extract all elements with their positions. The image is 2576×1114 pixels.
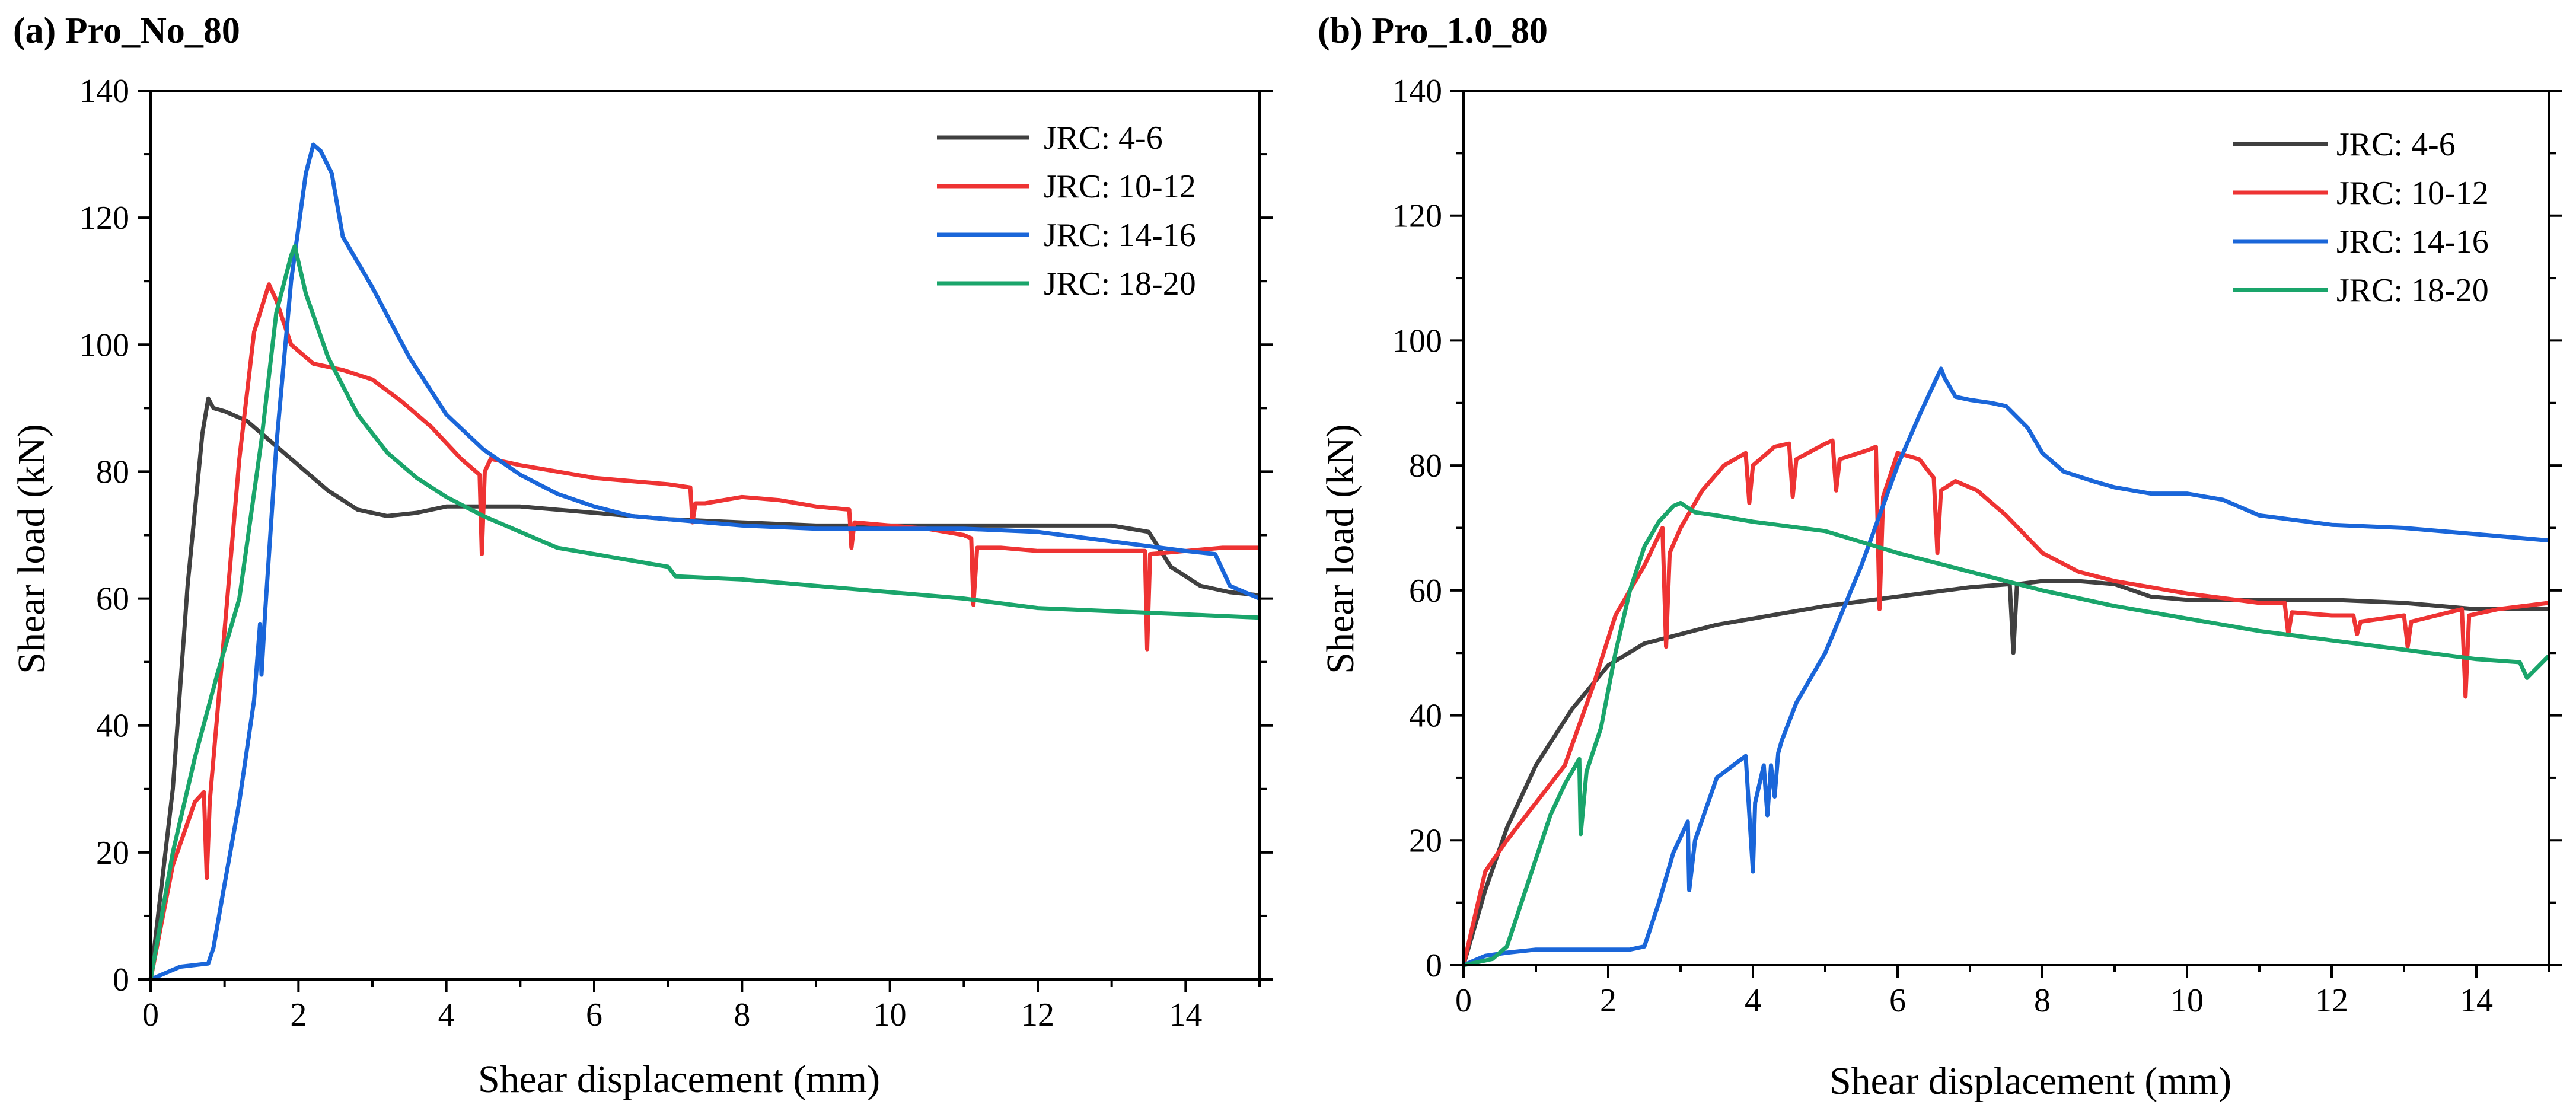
panel-a-x-tick-label: 8 — [734, 997, 750, 1033]
panel-b: (b) Pro_1.0_80 Shear displacement (mm) S… — [1318, 11, 2562, 1103]
panel-b-title: (b) Pro_1.0_80 — [1318, 11, 1548, 51]
panel-b-y-tick-label: 40 — [1409, 698, 1442, 735]
panel-a-x-tick-label: 0 — [142, 997, 159, 1033]
panel-b-legend-label-3: JRC: 14-16 — [2336, 224, 2489, 260]
panel-a-x-axis-title: Shear displacement (mm) — [478, 1058, 880, 1101]
panel-a-legend-label-3: JRC: 14-16 — [1044, 217, 1196, 254]
panel-b-x-tick-label: 8 — [2034, 982, 2051, 1019]
panel-b-x-tick-label: 6 — [1889, 982, 1906, 1019]
panel-a-series-line-3 — [149, 142, 1261, 982]
panel-a-series-line-2 — [148, 282, 1260, 980]
panel-a-y-tick-label: 120 — [79, 200, 129, 237]
panel-b-y-tick-label: 20 — [1409, 822, 1442, 859]
panel-a-y-tick-label: 60 — [96, 581, 129, 618]
panel-b-series-line-4 — [1463, 500, 2551, 968]
panel-a-y-tick-label: 100 — [79, 327, 129, 363]
panel-b-y-tick-label: 60 — [1409, 573, 1442, 609]
panel-a-y-tick-label: 0 — [113, 962, 129, 998]
panel-b-y-tick-label: 120 — [1392, 198, 1442, 235]
panel-b-y-tick-label: 140 — [1392, 73, 1442, 110]
panel-a-series — [148, 142, 1261, 982]
panel-a-x-tick-label: 6 — [586, 997, 602, 1033]
panel-b-y-tick-label: 80 — [1409, 448, 1442, 484]
panel-b-series-line-2 — [1461, 438, 2549, 966]
panel-a-x-tick-label: 4 — [438, 997, 455, 1033]
panel-b-x-tick-label: 12 — [2315, 982, 2348, 1019]
panel-b-x-tick-label: 2 — [1600, 982, 1617, 1019]
panel-b-x-tick-label: 14 — [2460, 982, 2493, 1019]
panel-b-x-tick-label: 0 — [1455, 982, 1472, 1019]
panel-a-y-axis-title: Shear load (kN) — [10, 424, 53, 674]
panel-a-x-tick-label: 2 — [290, 997, 307, 1033]
panel-a-legend-label-2: JRC: 10-12 — [1044, 168, 1196, 205]
panel-b-x-tick-label: 10 — [2170, 982, 2204, 1019]
panel-b-x-tick-label: 4 — [1745, 982, 1761, 1019]
panel-a-y-tick-label: 20 — [96, 835, 129, 872]
panel-b-x-axis-title: Shear displacement (mm) — [1829, 1059, 2231, 1103]
panel-a-title: (a) Pro_No_80 — [13, 11, 240, 51]
panel-b-legend-label-1: JRC: 4-6 — [2336, 126, 2456, 163]
panel-a-y-tick-label: 40 — [96, 708, 129, 745]
panel-b-series-line-3 — [1462, 366, 2549, 968]
panel-a-legend: JRC: 4-6 JRC: 10-12 JRC: 14-16 JRC: 18-20 — [937, 120, 1196, 302]
panel-a-series-line-4 — [148, 244, 1260, 980]
panel-a-x-tick-label: 10 — [873, 997, 907, 1033]
panel-a: (a) Pro_No_80 Shear displacement (mm) Sh… — [10, 11, 1273, 1101]
panel-b-legend: JRC: 4-6 JRC: 10-12 JRC: 14-16 JRC: 18-20 — [2233, 126, 2489, 309]
panel-a-x-tick-label: 14 — [1169, 997, 1202, 1033]
panel-b-y-tick-label: 0 — [1426, 947, 1442, 984]
panel-b-legend-label-4: JRC: 18-20 — [2336, 272, 2489, 309]
panel-a-y-tick-label: 80 — [96, 454, 129, 490]
panel-b-legend-label-2: JRC: 10-12 — [2336, 175, 2489, 212]
panel-b-series — [1461, 366, 2551, 968]
panel-a-legend-label-1: JRC: 4-6 — [1044, 120, 1163, 157]
panel-a-y-tick-label: 140 — [79, 73, 129, 110]
panel-a-x-tick-label: 12 — [1021, 997, 1054, 1033]
panel-a-legend-label-4: JRC: 18-20 — [1044, 266, 1196, 302]
panel-b-y-axis-title: Shear load (kN) — [1319, 424, 1362, 674]
panel-b-y-tick-label: 100 — [1392, 323, 1442, 359]
